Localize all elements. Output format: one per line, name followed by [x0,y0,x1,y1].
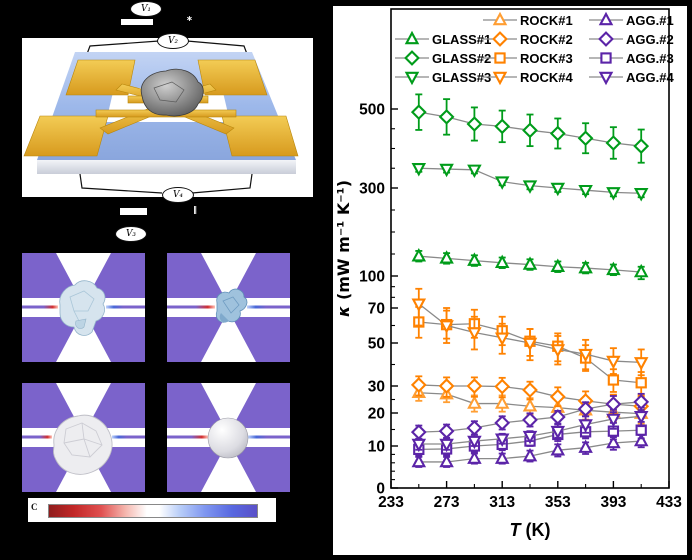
legend-entry-AGG.#2: AGG.#2 [589,31,674,47]
series-AGG.#2 [410,392,650,441]
sample-ball [53,414,113,475]
sample-chunk-b [215,288,248,323]
svg-text:AGG.#2: AGG.#2 [626,32,674,47]
sim-cell-irregular-chunk [22,253,145,362]
svg-text:313: 313 [489,494,515,511]
beam-cold-side [106,305,145,309]
scale-bar-top [121,19,153,25]
svg-text:100: 100 [359,269,385,286]
series-GLASS#3 [411,163,649,202]
beam-hot-side [167,305,215,309]
svg-text:273: 273 [434,494,460,511]
svg-text:300: 300 [359,181,385,198]
series-AGG.#1 [411,432,649,468]
sim-cell-art [167,383,290,492]
legend-entry-AGG.#3: AGG.#3 [589,51,674,66]
legend-entry-AGG.#1: AGG.#1 [589,11,674,28]
bowtie-electrodes [167,253,290,362]
svg-text:GLASS#2: GLASS#2 [432,51,491,66]
sim-cell-art [22,253,145,362]
y-axis: 0 10 20 30 50 70 100 300 500 [359,102,398,498]
svg-text:ROCK#1: ROCK#1 [520,13,573,28]
tiny-mark-bottom: ‖ [193,205,197,214]
svg-text:ROCK#4: ROCK#4 [520,70,574,85]
beam-cold-side [112,435,145,439]
svg-text:30: 30 [368,379,385,396]
bowtie-electrodes [22,253,145,362]
y-axis-label: κ (mW m⁻¹ K⁻¹) [334,180,353,317]
svg-text:10: 10 [368,439,385,456]
sim-cell-sphere [167,383,290,492]
device-schematic-panel [22,38,313,197]
series-ROCK#4 [411,287,649,377]
beam-hot-side [22,305,58,309]
beam-hot-side [22,435,52,439]
legend-entry-ROCK#1: ROCK#1 [483,11,573,28]
legend-entry-ROCK#4: ROCK#4 [483,70,574,86]
svg-text:433: 433 [656,494,682,511]
svg-text:ROCK#3: ROCK#3 [520,51,573,66]
svg-text:GLASS#1: GLASS#1 [432,32,491,47]
colorbar-label: C [31,502,38,512]
legend: ROCK#1 AGG.#1 GLASS#1 ROCK#2 AGG.#2 GLASS#2 RO… [395,11,674,86]
sim-cell-aggregate-ball [22,383,145,492]
legend-entry-ROCK#2: ROCK#2 [483,31,573,47]
beam-cold-side [248,435,290,439]
svg-text:500: 500 [359,102,385,119]
svg-text:AGG.#1: AGG.#1 [626,13,674,28]
legend-entry-GLASS#3: GLASS#3 [395,70,491,86]
series-GLASS#1 [411,247,649,281]
x-axis-label: T (K) [510,520,551,540]
svg-text:70: 70 [368,301,385,318]
sim-cell-art [22,383,145,492]
voltage-label-v2: V₂ [157,33,189,49]
svg-text:20: 20 [368,406,385,423]
svg-text:0: 0 [376,481,385,498]
legend-entry-GLASS#1: GLASS#1 [395,30,491,47]
svg-text:AGG.#4: AGG.#4 [626,70,674,85]
colorbar-strip: C [28,498,276,522]
legend-entry-ROCK#3: ROCK#3 [483,51,573,66]
voltage-label-v4: V₄ [162,187,194,203]
svg-text:GLASS#3: GLASS#3 [432,70,491,85]
temperature-colorbar [48,504,258,518]
beam-hot-side [167,435,208,439]
legend-entry-GLASS#2: GLASS#2 [395,50,491,66]
svg-text:50: 50 [368,336,385,353]
svg-text:353: 353 [545,494,571,511]
tiny-mark-top: ∗ [186,14,193,23]
x-axis: 233 273 313 353 393 433 [378,481,682,511]
thermal-conductivity-chart: 233 273 313 353 393 433 0 10 20 30 50 70 100 300 500 T … [334,8,682,540]
rock-facets [153,81,185,103]
sim-cell-small-chunk [167,253,290,362]
series-GLASS#2 [410,93,650,164]
substrate-side [37,160,296,174]
sim-cell-art [167,253,290,362]
legend-entry-AGG.#4: AGG.#4 [589,70,674,86]
chart-panel: 233 273 313 353 393 433 0 10 20 30 50 70 100 300 500 T … [332,5,688,556]
svg-text:AGG.#3: AGG.#3 [626,51,674,66]
voltage-label-v3: V₃ [115,226,147,242]
beam-cold-side [247,305,290,309]
scale-bar-bottom [120,208,147,215]
svg-text:393: 393 [600,494,626,511]
sample-chunk-a [59,280,106,336]
rock-sample [140,68,204,117]
svg-text:233: 233 [378,494,404,511]
bowtie-electrodes [167,383,290,492]
voltage-label-v1: V₁ [130,1,162,17]
series-AGG.#4 [411,406,649,453]
sample-sphere [207,417,249,459]
device-schematic [23,40,299,194]
svg-text:ROCK#2: ROCK#2 [520,32,573,47]
